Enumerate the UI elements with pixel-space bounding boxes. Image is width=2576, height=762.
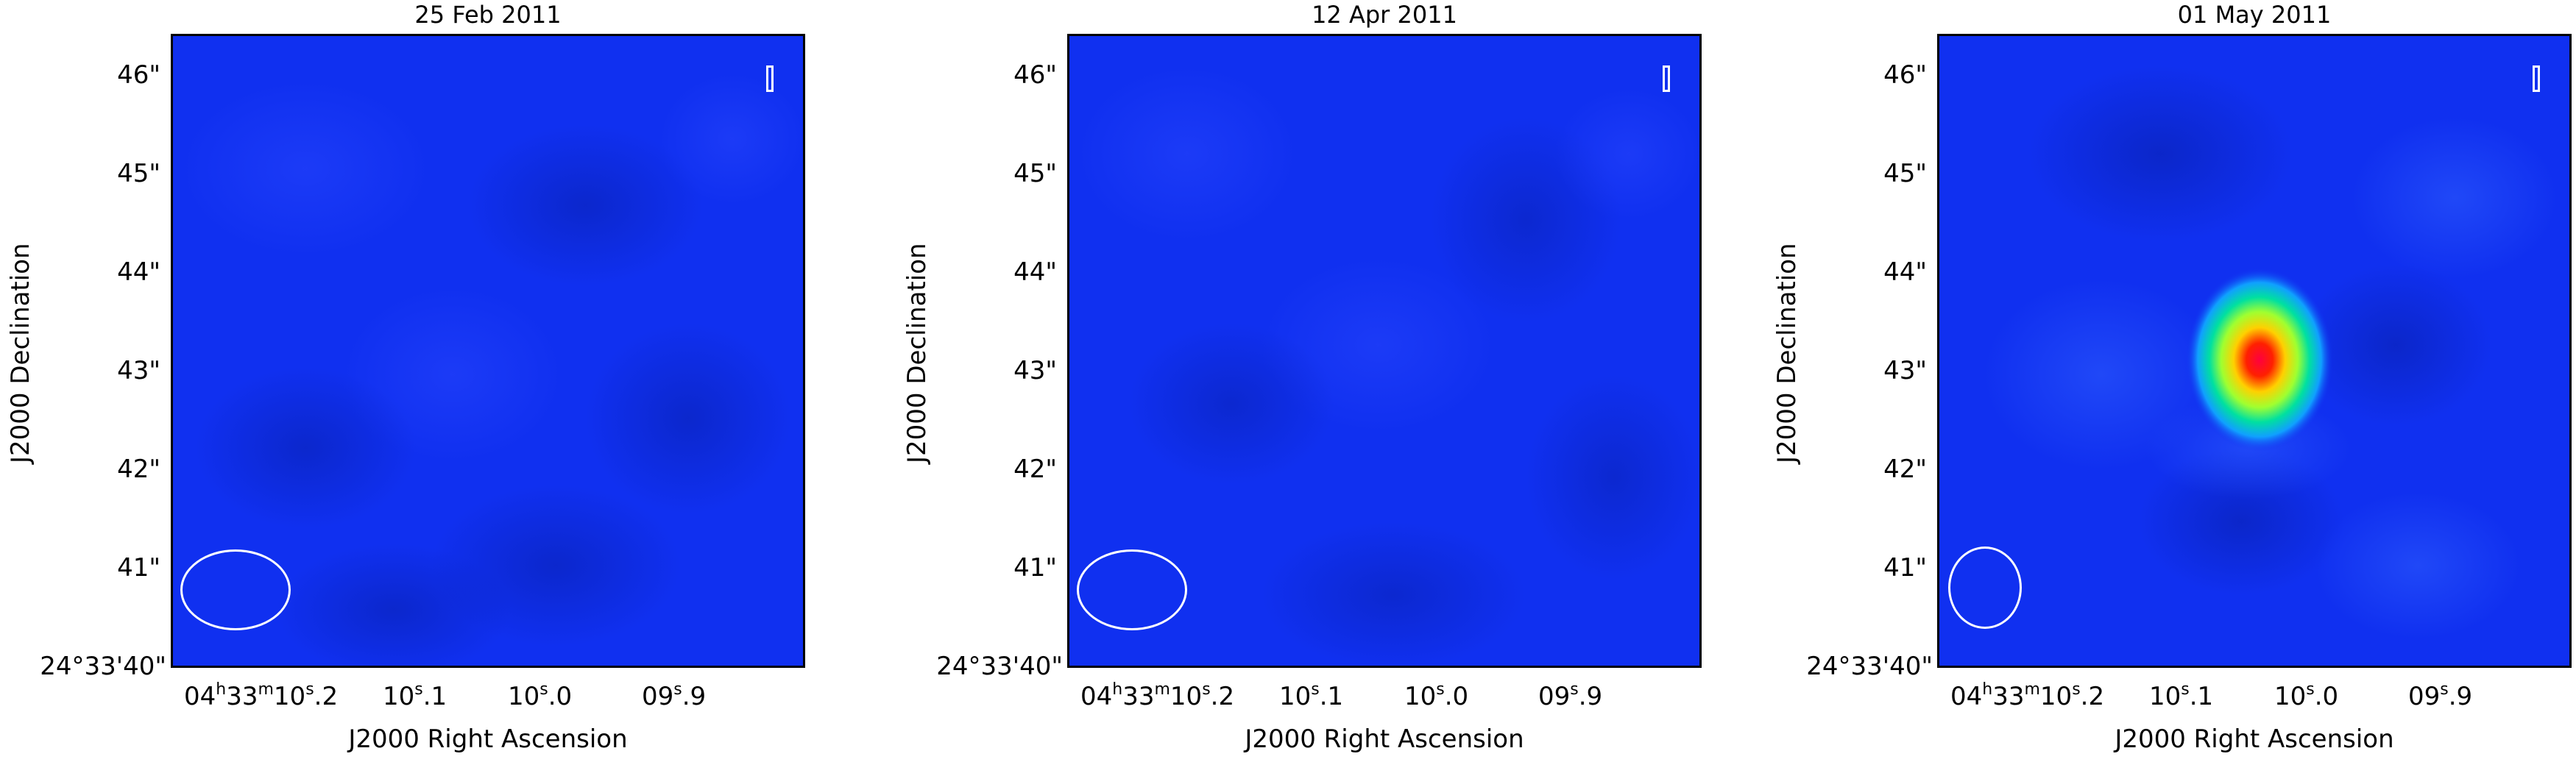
image-frame bbox=[1937, 34, 2572, 668]
ytick-42: 42" bbox=[1883, 455, 1927, 484]
panel-25feb2011: 25 Feb 2011 J2000 Declination 46" 45" 44… bbox=[0, 0, 810, 762]
ytick-41: 41" bbox=[1883, 553, 1927, 583]
panel-title: 25 Feb 2011 bbox=[414, 1, 562, 29]
ytick-46: 46" bbox=[117, 60, 160, 90]
ytick-44: 44" bbox=[1883, 257, 1927, 287]
panel-title: 01 May 2011 bbox=[2177, 1, 2332, 29]
xtick-ra-2: 10s.0 bbox=[508, 680, 573, 711]
x-axis-label: J2000 Right Ascension bbox=[1245, 724, 1524, 754]
xtick-ra-3: 09s.9 bbox=[642, 680, 707, 711]
x-axis-label: J2000 Right Ascension bbox=[348, 724, 628, 754]
panel-12apr2011: 12 Apr 2011 J2000 Declination 46" 45" 44… bbox=[896, 0, 1706, 762]
ytick-43: 43" bbox=[1013, 356, 1057, 385]
scale-bar-icon bbox=[766, 65, 774, 92]
ytick-origin: 24°33'40" bbox=[1806, 652, 1933, 681]
noise-map bbox=[180, 73, 803, 666]
xtick-ra-3: 09s.9 bbox=[1538, 680, 1603, 711]
xtick-ra-0: 04h33m10s.2 bbox=[1080, 680, 1235, 711]
ytick-45: 45" bbox=[1013, 159, 1057, 188]
xtick-ra-1: 10s.1 bbox=[383, 680, 447, 711]
ytick-45: 45" bbox=[117, 159, 160, 188]
ytick-origin: 24°33'40" bbox=[936, 652, 1063, 681]
xtick-ra-3: 09s.9 bbox=[2408, 680, 2473, 711]
noise-map bbox=[1077, 65, 1699, 666]
ytick-44: 44" bbox=[1013, 257, 1057, 287]
ytick-46: 46" bbox=[1883, 60, 1927, 90]
scale-bar-icon bbox=[2533, 65, 2540, 92]
ytick-45: 45" bbox=[1883, 159, 1927, 188]
xtick-ra-2: 10s.0 bbox=[1404, 680, 1469, 711]
ytick-44: 44" bbox=[117, 257, 160, 287]
source-map bbox=[1984, 65, 2558, 639]
ytick-43: 43" bbox=[1883, 356, 1927, 385]
ytick-41: 41" bbox=[117, 553, 160, 583]
ytick-43: 43" bbox=[117, 356, 160, 385]
x-axis-label: J2000 Right Ascension bbox=[2115, 724, 2394, 754]
ytick-42: 42" bbox=[1013, 455, 1057, 484]
xtick-ra-0: 04h33m10s.2 bbox=[184, 680, 339, 711]
image-frame bbox=[1067, 34, 1702, 668]
xtick-ra-2: 10s.0 bbox=[2274, 680, 2339, 711]
beam-ellipse-icon bbox=[1948, 546, 2022, 629]
ytick-42: 42" bbox=[117, 455, 160, 484]
xtick-ra-1: 10s.1 bbox=[1279, 680, 1344, 711]
panel-01may2011: 01 May 2011 J2000 Declination 46" 45" 44… bbox=[1766, 0, 2576, 762]
beam-ellipse-icon bbox=[1077, 549, 1187, 630]
ytick-46: 46" bbox=[1013, 60, 1057, 90]
image-frame bbox=[171, 34, 805, 668]
xtick-ra-0: 04h33m10s.2 bbox=[1950, 680, 2105, 711]
beam-ellipse-icon bbox=[180, 549, 291, 630]
scale-bar-icon bbox=[1663, 65, 1670, 92]
ytick-41: 41" bbox=[1013, 553, 1057, 583]
xtick-ra-1: 10s.1 bbox=[2149, 680, 2214, 711]
panel-title: 12 Apr 2011 bbox=[1312, 1, 1457, 29]
ytick-origin: 24°33'40" bbox=[40, 652, 166, 681]
